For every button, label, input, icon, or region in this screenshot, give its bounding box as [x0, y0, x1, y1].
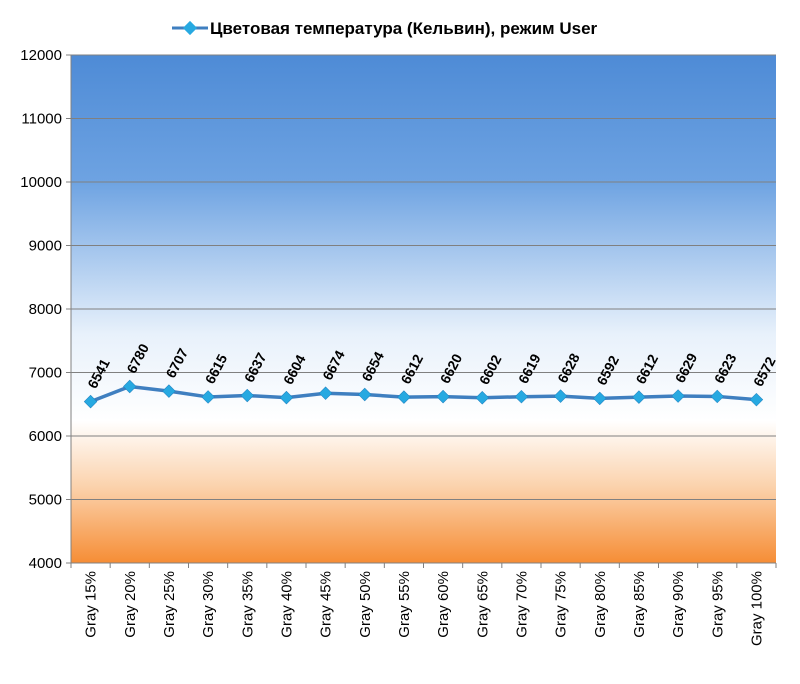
y-tick-label: 9000	[29, 238, 62, 255]
data-point-marker	[240, 388, 254, 403]
x-tick-label: Gray 75%	[553, 571, 570, 638]
x-tick-label: Gray 20%	[122, 571, 139, 638]
legend: Цветовая температура (Кельвин), режим Us…	[172, 19, 598, 38]
y-tick-label: 6000	[29, 428, 62, 445]
x-tick-label: Gray 30%	[200, 571, 217, 638]
x-tick-label: Gray 80%	[592, 571, 609, 638]
x-tick-label: Gray 60%	[435, 571, 452, 638]
data-point-marker	[123, 379, 137, 394]
x-tick-label: Gray 40%	[278, 571, 295, 638]
y-tick-label: 7000	[29, 365, 62, 382]
data-point-marker	[436, 389, 450, 404]
data-point-marker	[279, 390, 294, 405]
x-tick-label: Gray 65%	[474, 571, 491, 638]
data-point-marker	[318, 386, 333, 400]
data-point-marker	[201, 390, 215, 404]
x-tick-label: Gray 90%	[670, 571, 687, 638]
y-tick-label: 11000	[21, 111, 62, 128]
data-point-marker	[475, 391, 489, 405]
x-tick-label: Gray 25%	[161, 571, 178, 638]
data-point-marker	[358, 387, 372, 402]
data-point-marker	[83, 394, 98, 409]
x-tick-label: Gray 15%	[83, 571, 100, 638]
x-tick-label: Gray 45%	[318, 571, 335, 638]
x-tick-label: Gray 70%	[513, 571, 530, 638]
series-layer	[83, 379, 764, 409]
data-point-marker	[710, 389, 724, 404]
y-axis-ticks: 4000 5000 6000 7000 8000 9000 10000 11000 12000	[20, 47, 71, 572]
x-tick-label: Gray 95%	[709, 571, 726, 638]
y-tick-label: 5000	[29, 492, 62, 509]
data-point-marker	[514, 389, 529, 404]
x-tick-label: Gray 50%	[357, 571, 374, 638]
x-axis-ticks: Gray 15% Gray 20% Gray 25% Gray 30% Gray 35%…	[70, 563, 777, 646]
y-tick-label: 10000	[20, 174, 62, 191]
data-point-marker	[162, 384, 176, 398]
legend-series-label: Цветовая температура (Кельвин), режим Us…	[210, 19, 598, 38]
legend-marker-swatch	[182, 20, 198, 36]
data-point-marker	[749, 392, 764, 407]
data-point-marker	[632, 390, 646, 404]
y-tick-label: 12000	[20, 47, 62, 64]
x-tick-label: Gray 100%	[748, 571, 765, 646]
y-tick-label: 4000	[29, 555, 62, 572]
data-point-marker	[593, 391, 607, 406]
x-tick-label: Gray 85%	[631, 571, 648, 638]
data-point-marker	[553, 389, 568, 403]
data-point-marker	[671, 389, 685, 403]
y-tick-label: 8000	[29, 301, 62, 318]
data-point-marker	[397, 390, 411, 404]
x-tick-label: Gray 35%	[239, 571, 256, 638]
x-tick-label: Gray 55%	[396, 571, 413, 638]
